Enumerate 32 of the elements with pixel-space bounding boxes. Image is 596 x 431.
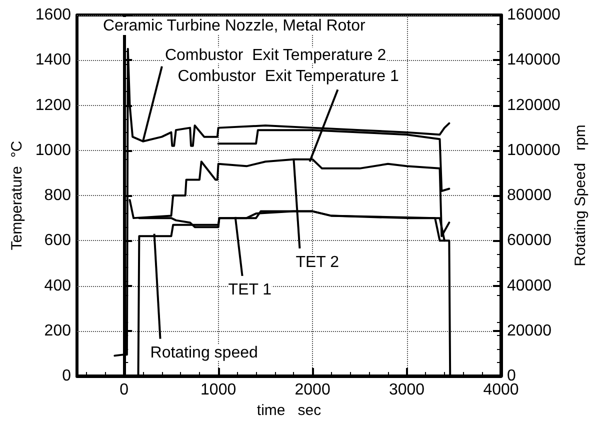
- y2-tick-label: 80000: [507, 187, 552, 204]
- y2-tick-label: 140000: [507, 52, 560, 69]
- chart-title: Ceramic Turbine Nozzle, Metal Rotor: [103, 18, 366, 34]
- x-tick-label: 4000: [483, 382, 519, 398]
- annotation: TET 2: [296, 254, 340, 271]
- y2-tick-label: 60000: [507, 232, 552, 250]
- x-tick-label: 0: [120, 382, 129, 398]
- annotation: Combustor Exit Temperature 1: [178, 68, 399, 86]
- y2-axis-title: Rotating Speed rpm: [572, 124, 589, 266]
- y2-tick-label: 100000: [507, 142, 560, 159]
- y-tick-label: 600: [44, 232, 72, 250]
- x-axis-title: time sec: [256, 402, 322, 419]
- y-tick-label: 1400: [35, 52, 72, 69]
- annotation: TET 1: [228, 281, 272, 298]
- y-tick-label: 1600: [35, 6, 72, 24]
- y-tick-label: 1000: [35, 142, 72, 159]
- y-tick-label: 0: [62, 368, 72, 384]
- y-tick-label: 1200: [35, 96, 72, 114]
- y-tick-label: 200: [44, 322, 72, 340]
- annotation: Combustor Exit Temperature 2: [164, 46, 386, 64]
- x-tick-label: 1000: [200, 382, 236, 398]
- x-tick-label: 2000: [294, 382, 330, 398]
- y2-tick-label: 20000: [507, 322, 552, 340]
- y2-tick-label: 0: [507, 368, 516, 384]
- y2-tick-label: 120000: [507, 96, 560, 114]
- y2-tick-label: 160000: [507, 6, 560, 24]
- y-axis-title: Temperature °C: [8, 140, 26, 250]
- annotation: Rotating speed: [150, 344, 258, 362]
- y-tick-label: 400: [44, 277, 72, 294]
- y-tick-label: 800: [44, 187, 72, 204]
- x-tick-label: 3000: [388, 382, 425, 398]
- y2-tick-label: 40000: [507, 277, 552, 294]
